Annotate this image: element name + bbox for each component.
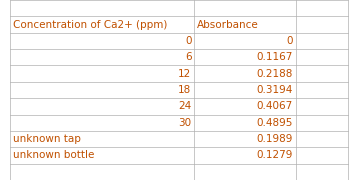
Text: 0: 0 bbox=[185, 36, 191, 46]
Text: 0.1279: 0.1279 bbox=[257, 150, 293, 160]
Text: 0: 0 bbox=[286, 36, 293, 46]
Text: 12: 12 bbox=[178, 69, 191, 79]
Text: 18: 18 bbox=[178, 85, 191, 95]
Text: Concentration of Ca2+ (ppm): Concentration of Ca2+ (ppm) bbox=[13, 20, 167, 30]
Text: 0.4067: 0.4067 bbox=[257, 101, 293, 111]
Text: 0.3194: 0.3194 bbox=[257, 85, 293, 95]
Text: 0.1989: 0.1989 bbox=[257, 134, 293, 144]
Text: 0.1167: 0.1167 bbox=[257, 52, 293, 62]
Text: 24: 24 bbox=[178, 101, 191, 111]
Text: unknown tap: unknown tap bbox=[13, 134, 80, 144]
Text: Absorbance: Absorbance bbox=[197, 20, 259, 30]
Text: unknown bottle: unknown bottle bbox=[13, 150, 94, 160]
Text: 30: 30 bbox=[178, 118, 191, 128]
Text: 0.4895: 0.4895 bbox=[257, 118, 293, 128]
Text: 6: 6 bbox=[185, 52, 191, 62]
Text: 0.2188: 0.2188 bbox=[257, 69, 293, 79]
